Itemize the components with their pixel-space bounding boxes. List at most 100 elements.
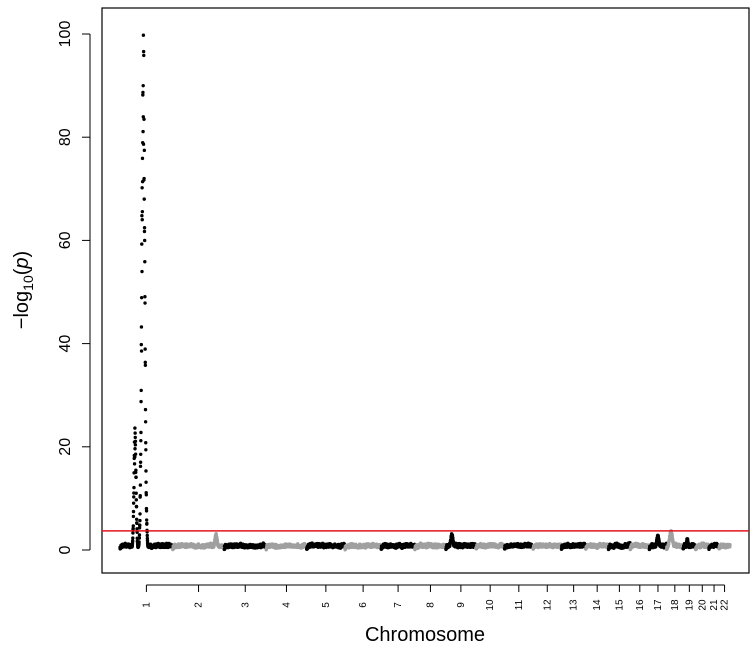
snp-point: [138, 460, 143, 464]
y-tick-label: 60: [57, 231, 74, 249]
snp-point: [131, 526, 135, 531]
snp-point: [144, 509, 149, 513]
x-tick-label-chr-14: 14: [592, 599, 603, 611]
snp-point: [144, 493, 149, 497]
snp-point: [133, 443, 138, 447]
snp-point: [144, 518, 149, 522]
snp-point: [137, 536, 142, 540]
snp-point: [133, 426, 137, 430]
snp-point: [140, 209, 145, 214]
x-tick-label-chr-18: 18: [670, 599, 681, 611]
snp-point: [139, 295, 144, 300]
x-tick-label-chr-2: 2: [194, 602, 205, 608]
x-tick-label-chr-16: 16: [635, 599, 646, 611]
snp-point: [131, 531, 135, 535]
chromosome-points-10: [474, 541, 507, 551]
snp-point: [141, 93, 145, 97]
snp-point: [143, 360, 147, 365]
chromosome-points-7: [379, 541, 417, 551]
y-tick-label: 100: [57, 21, 74, 48]
snp-point: [143, 295, 147, 299]
snp-point: [130, 538, 135, 543]
x-tick-label-chr-6: 6: [358, 602, 369, 608]
snp-point: [144, 469, 148, 473]
snp-point: [141, 83, 145, 88]
snp-point: [139, 342, 144, 347]
snp-point: [137, 533, 142, 537]
snp-point: [141, 129, 145, 134]
snp-point: [133, 431, 137, 435]
snp-point: [139, 349, 144, 353]
snp-point: [133, 447, 137, 451]
x-tick-label-chr-22: 22: [720, 599, 731, 611]
snp-point: [131, 514, 136, 519]
chromosome-points-2: [171, 531, 226, 552]
chromosome-points-11: [502, 541, 535, 551]
x-tick-label-chr-9: 9: [456, 602, 467, 608]
x-tick-label-chr-21: 21: [709, 599, 720, 611]
snp-point: [133, 455, 137, 459]
snp-point: [142, 238, 147, 243]
chromosome-points-15: [606, 541, 632, 552]
snp-point: [133, 439, 138, 443]
snp-point: [131, 509, 136, 514]
x-tick-label-chr-11: 11: [514, 599, 525, 610]
snp-point: [142, 53, 146, 58]
snp-point: [142, 117, 146, 121]
snp-point: [131, 536, 135, 540]
chromosome-points-6: [343, 541, 383, 552]
snp-point: [141, 33, 146, 37]
snp-point: [141, 90, 145, 95]
chromosome-points-9: [444, 532, 478, 552]
snp-point: [143, 347, 147, 351]
snp-point: [143, 407, 148, 412]
chromosome-points-4: [264, 541, 309, 552]
snp-point: [139, 430, 143, 435]
chromosome-points-1: [118, 33, 175, 551]
snp-point: [133, 435, 137, 440]
x-tick-label-chr-13: 13: [569, 599, 580, 611]
snp-point: [138, 464, 143, 469]
snp-point: [140, 218, 144, 222]
snp-point: [144, 448, 148, 452]
chromosome-points-12: [531, 541, 564, 551]
snp-point: [138, 493, 142, 498]
y-tick-label: 80: [57, 128, 74, 146]
snp-point: [139, 399, 143, 404]
snp-point: [134, 517, 139, 521]
snp-point: [139, 388, 143, 393]
chromosome-points-13: [559, 541, 588, 551]
snp-point: [131, 524, 135, 528]
x-tick-label-chr-3: 3: [240, 602, 251, 608]
snp-point: [134, 475, 138, 479]
snp-point: [140, 269, 144, 274]
snp-point: [145, 521, 149, 526]
snp-point: [137, 540, 141, 544]
snp-point: [142, 176, 146, 181]
snp-point: [138, 518, 142, 523]
snp-point: [135, 527, 139, 531]
x-axis: 1 2 3 4 5 6 7 8 9 10 11 12 13 14 15 16 17 18 19 20 21 22: [141, 584, 731, 611]
snp-point: [142, 197, 146, 201]
x-tick-label-chr-15: 15: [614, 599, 625, 611]
snp-point: [140, 213, 144, 218]
snp-point: [132, 462, 137, 466]
snp-point: [143, 259, 147, 264]
y-tick-label: 20: [57, 438, 74, 456]
snp-point: [135, 521, 139, 526]
x-tick-label-chr-7: 7: [393, 602, 404, 608]
snp-point: [140, 186, 144, 190]
snp-point: [145, 533, 149, 538]
chromosome-points-3: [222, 541, 268, 552]
snp-point: [144, 441, 148, 445]
snp-point: [139, 325, 144, 329]
snp-point: [131, 501, 136, 505]
chromosome-points-8: [413, 541, 448, 552]
x-tick-label-chr-12: 12: [542, 599, 553, 611]
snp-point: [133, 452, 138, 456]
snp-point: [134, 468, 138, 472]
x-tick-label-chr-20: 20: [697, 599, 708, 611]
snp-point: [139, 438, 143, 443]
snp-point: [140, 156, 145, 161]
